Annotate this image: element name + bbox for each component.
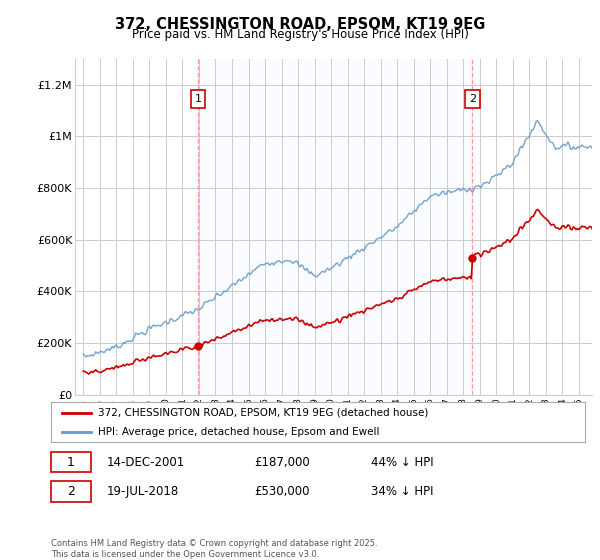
Text: Contains HM Land Registry data © Crown copyright and database right 2025.
This d: Contains HM Land Registry data © Crown c… [51, 539, 377, 559]
Bar [198, 59, 472, 395]
Text: £530,000: £530,000 [254, 486, 310, 498]
FancyBboxPatch shape [51, 482, 91, 502]
Text: 2: 2 [67, 486, 75, 498]
Text: 372, CHESSINGTON ROAD, EPSOM, KT19 9EG: 372, CHESSINGTON ROAD, EPSOM, KT19 9EG [115, 17, 485, 32]
FancyBboxPatch shape [51, 452, 91, 473]
Text: 19-JUL-2018: 19-JUL-2018 [107, 486, 179, 498]
Text: 372, CHESSINGTON ROAD, EPSOM, KT19 9EG (detached house): 372, CHESSINGTON ROAD, EPSOM, KT19 9EG (… [98, 408, 428, 418]
Point [193, 342, 203, 351]
Text: 1: 1 [67, 456, 75, 469]
Text: 44% ↓ HPI: 44% ↓ HPI [371, 456, 434, 469]
Text: £187,000: £187,000 [254, 456, 310, 469]
Point [467, 253, 477, 262]
Text: Price paid vs. HM Land Registry's House Price Index (HPI): Price paid vs. HM Land Registry's House … [131, 28, 469, 41]
Text: 2: 2 [469, 94, 476, 104]
Text: 1: 1 [194, 94, 202, 104]
Text: 34% ↓ HPI: 34% ↓ HPI [371, 486, 434, 498]
Text: HPI: Average price, detached house, Epsom and Ewell: HPI: Average price, detached house, Epso… [98, 427, 379, 436]
Text: 14-DEC-2001: 14-DEC-2001 [107, 456, 185, 469]
